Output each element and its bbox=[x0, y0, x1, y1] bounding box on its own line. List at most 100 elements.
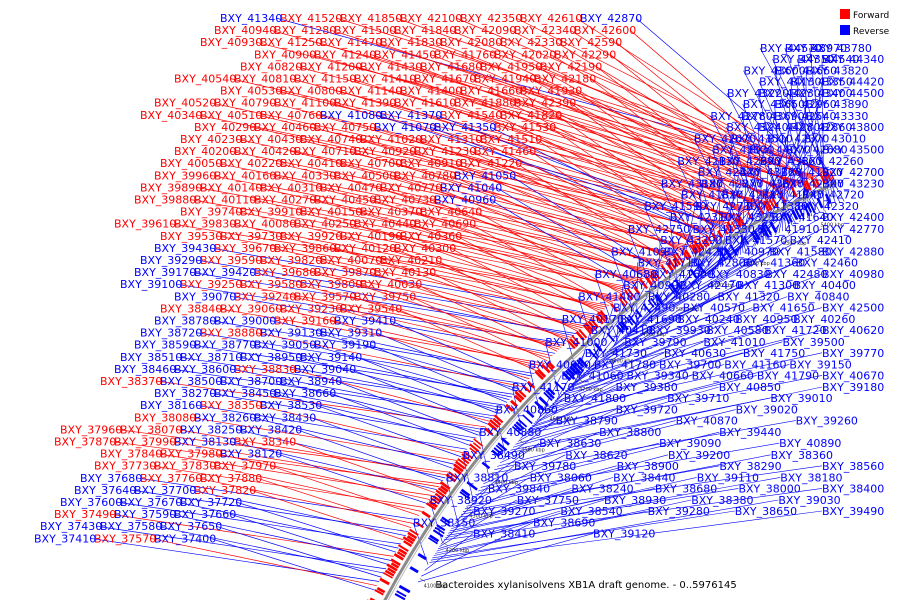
leader-line bbox=[624, 251, 770, 337]
leader-line bbox=[515, 397, 668, 445]
leader-line bbox=[469, 150, 683, 252]
leader-line bbox=[417, 533, 594, 583]
gene-feature bbox=[452, 467, 462, 475]
gene-label: BXY_41680 bbox=[420, 60, 482, 73]
tick-mark bbox=[491, 472, 498, 477]
leader-line bbox=[395, 235, 603, 312]
gene-label: BXY_41730 bbox=[585, 347, 647, 360]
gene-label: BXY_39670 bbox=[214, 242, 276, 255]
gene-label: BXY_39090 bbox=[659, 437, 721, 450]
gene-feature bbox=[719, 250, 727, 261]
gene-feature bbox=[584, 321, 595, 333]
gene-feature bbox=[540, 363, 551, 374]
gene-label: BXY_43600 bbox=[743, 65, 805, 78]
gene-label: BXY_42500 bbox=[822, 302, 884, 315]
leader-line bbox=[480, 442, 660, 488]
gene-label: BXY_38900 bbox=[617, 460, 679, 473]
gene-label: BXY_38400 bbox=[822, 482, 884, 495]
gene-label: BXY_40670 bbox=[822, 369, 884, 382]
tick-mark bbox=[519, 439, 525, 444]
gene-label: BXY_38410 bbox=[473, 528, 535, 541]
leader-line bbox=[355, 66, 777, 197]
gene-label: BXY_39160 bbox=[274, 315, 336, 328]
leader-line bbox=[389, 320, 527, 382]
leader-line bbox=[464, 454, 669, 510]
gene-feature bbox=[647, 299, 655, 308]
gene-feature bbox=[394, 593, 406, 601]
leader-line bbox=[169, 223, 621, 297]
tick-mark bbox=[712, 271, 717, 278]
leader-line bbox=[569, 102, 730, 222]
gene-label: BXY_41380 bbox=[746, 200, 808, 213]
leader-line bbox=[609, 273, 709, 351]
gene-feature bbox=[493, 414, 504, 424]
leader-line bbox=[515, 17, 824, 174]
leader-line bbox=[169, 513, 392, 561]
gene-label: BXY_38940 bbox=[280, 375, 342, 388]
gene-feature bbox=[723, 247, 733, 260]
leader-line bbox=[109, 513, 394, 557]
leader-line bbox=[209, 392, 477, 439]
leader-line bbox=[566, 318, 736, 390]
gene-label: BXY_40570 bbox=[683, 302, 745, 315]
gene-feature bbox=[453, 463, 464, 473]
leader-line bbox=[686, 194, 803, 290]
gene-label: BXY_41880 bbox=[454, 97, 516, 110]
leader-line bbox=[189, 489, 407, 537]
tick-label: 4500 kbp bbox=[521, 448, 545, 454]
gene-label: BXY_38460 bbox=[114, 363, 176, 376]
leader-line bbox=[449, 247, 590, 323]
gene-feature bbox=[495, 444, 504, 452]
gene-feature bbox=[816, 197, 824, 209]
gene-label: BXY_39910 bbox=[240, 206, 302, 219]
legend: Forward Reverse bbox=[840, 9, 890, 37]
gene-label: BXY_39500 bbox=[782, 336, 844, 349]
gene-label: BXY_42130 bbox=[677, 155, 739, 168]
leader-line bbox=[355, 356, 498, 414]
gene-label: BXY_40970 bbox=[717, 245, 779, 258]
leader-line bbox=[477, 431, 720, 492]
gene-label: BXY_39010 bbox=[770, 392, 832, 405]
gene-feature bbox=[764, 223, 772, 236]
gene-feature bbox=[566, 367, 576, 377]
gene-feature bbox=[426, 502, 437, 511]
leader-line bbox=[115, 429, 450, 473]
leader-line bbox=[429, 53, 788, 191]
gene-label: BXY_39710 bbox=[667, 392, 729, 405]
genome-backbone bbox=[380, 181, 838, 605]
gene-feature bbox=[565, 369, 575, 380]
gene-label: BXY_42460 bbox=[796, 256, 858, 269]
gene-label: BXY_38380 bbox=[691, 494, 753, 507]
gene-label: BXY_39310 bbox=[320, 327, 382, 340]
gene-label: BXY_39340 bbox=[626, 369, 688, 382]
gene-label: BXY_40280 bbox=[648, 291, 710, 304]
gene-label: BXY_38440 bbox=[613, 471, 675, 484]
gene-feature bbox=[790, 186, 798, 198]
leader-line bbox=[275, 380, 482, 433]
leader-line bbox=[315, 41, 803, 184]
gene-label: BXY_38710 bbox=[180, 351, 242, 364]
gene-feature bbox=[491, 449, 500, 458]
leader-line bbox=[680, 194, 702, 280]
gene-label: BXY_38240 bbox=[571, 482, 633, 495]
gene-label: BXY_42710 bbox=[721, 189, 783, 202]
gene-feature bbox=[527, 380, 536, 389]
leader-line bbox=[529, 150, 681, 253]
gene-feature bbox=[765, 199, 773, 211]
leader-line bbox=[543, 352, 823, 414]
gene-label: BXY_39610 bbox=[114, 218, 176, 231]
gene-label: BXY_37870 bbox=[54, 436, 116, 449]
gene-label: BXY_43780 bbox=[810, 42, 872, 55]
gene-label: BXY_37960 bbox=[60, 423, 122, 436]
gene-label: BXY_37430 bbox=[40, 520, 102, 533]
leader-line bbox=[229, 513, 389, 566]
leader-line bbox=[355, 211, 628, 292]
leader-line bbox=[455, 235, 601, 314]
leader-line bbox=[448, 477, 697, 534]
gene-label: BXY_40780 bbox=[394, 169, 456, 182]
leader-line bbox=[528, 364, 542, 416]
leader-line bbox=[670, 206, 747, 302]
tick-label: 4300 kbp bbox=[469, 513, 493, 519]
gene-label: BXY_38660 bbox=[274, 387, 336, 400]
gene-label: BXY_40160 bbox=[214, 169, 276, 182]
